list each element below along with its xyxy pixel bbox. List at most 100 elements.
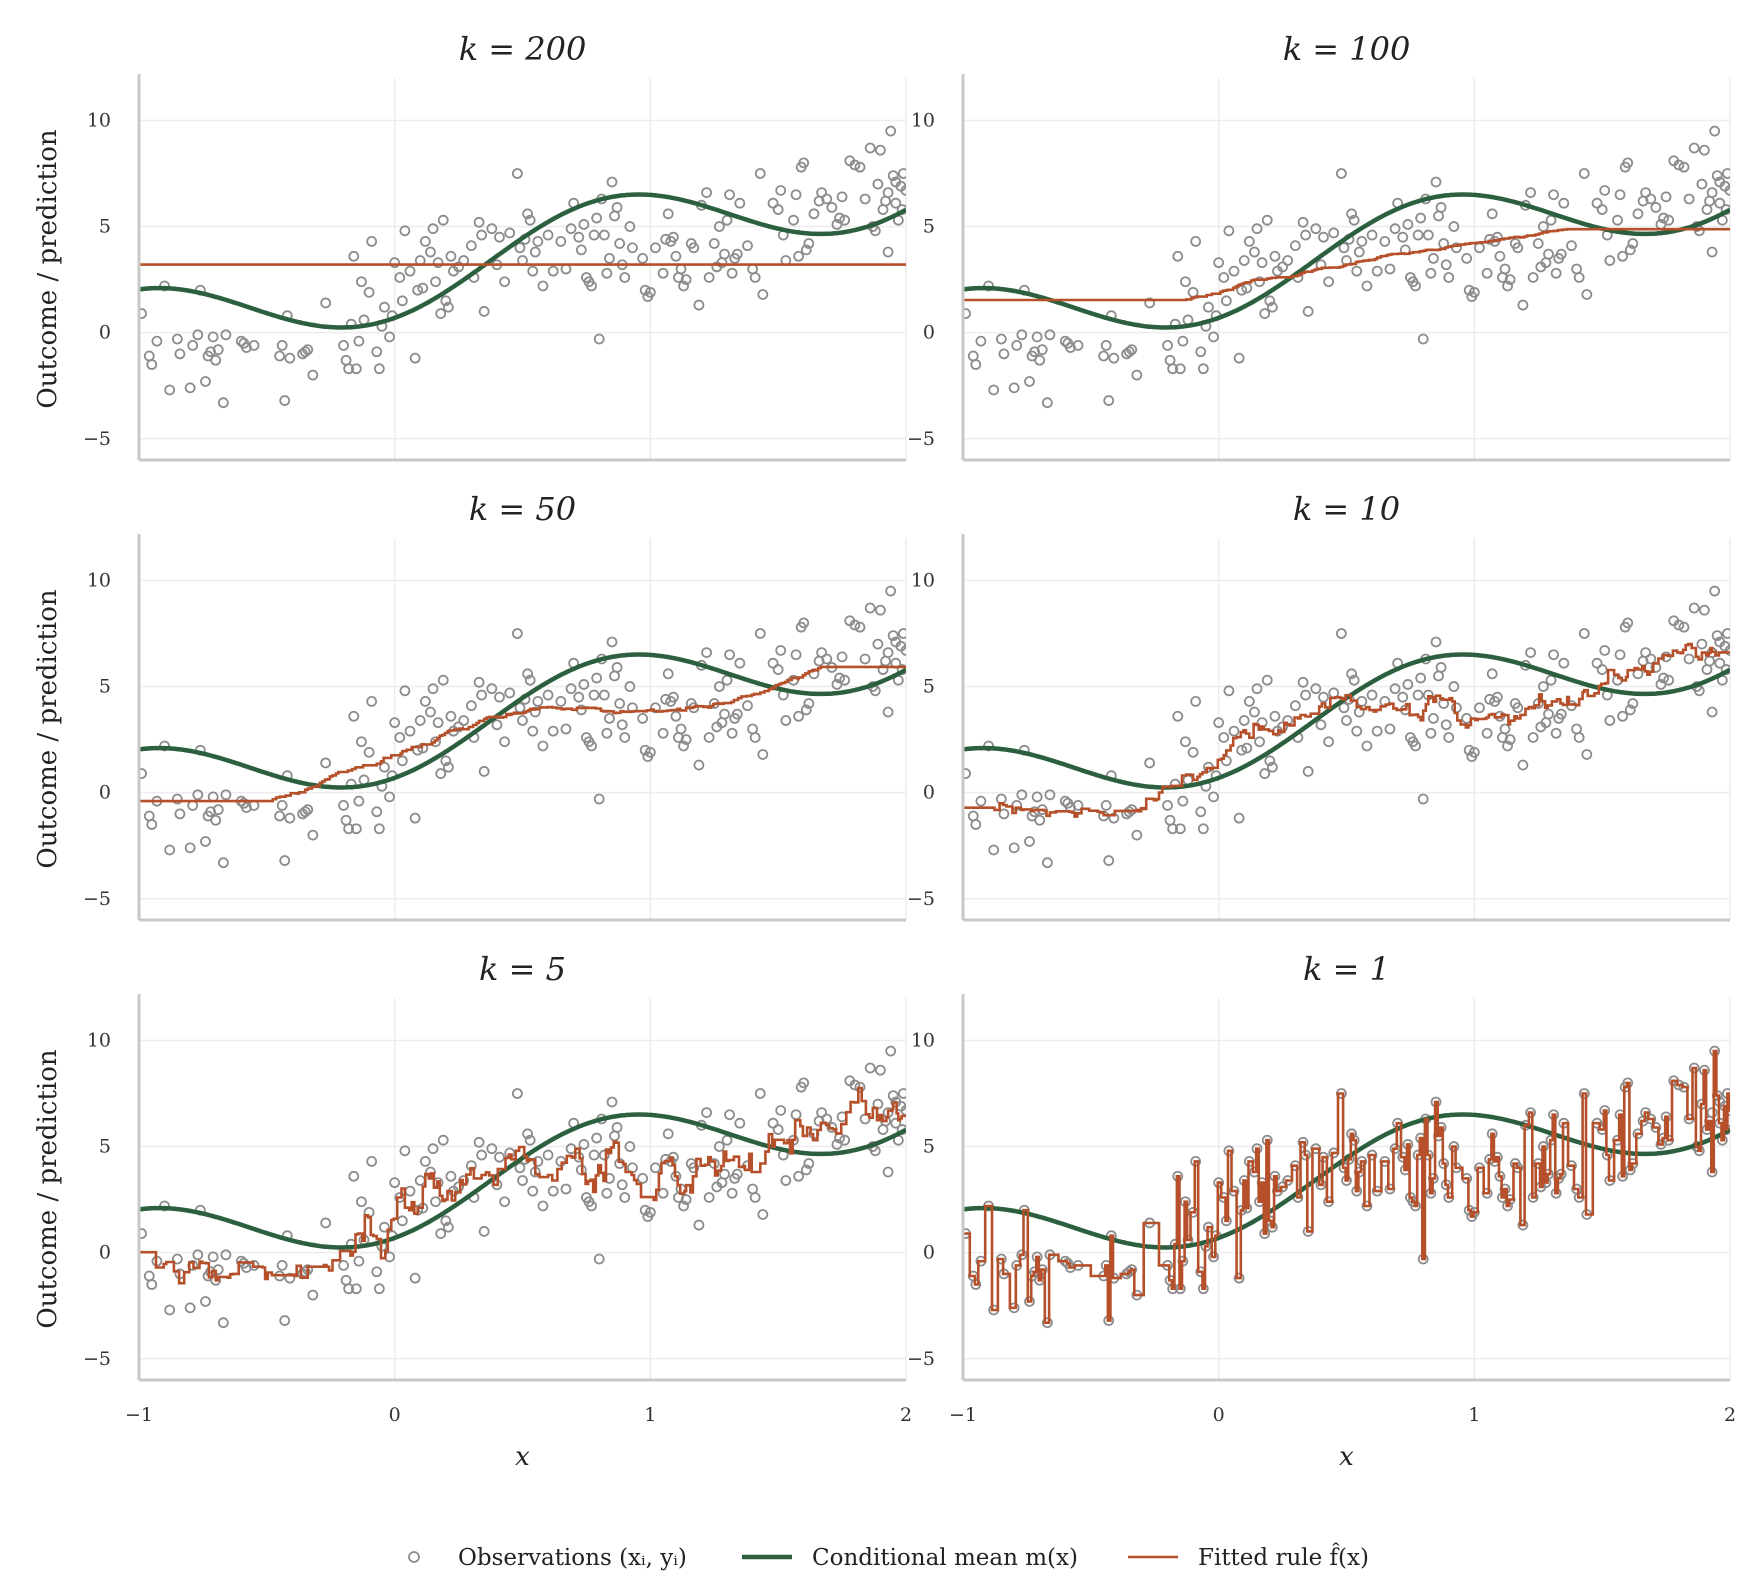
observation-point [1024,376,1035,387]
fitted-rule-line [139,665,906,803]
observation-point [719,708,730,720]
observation-point [1640,647,1652,658]
observation-point [757,749,769,760]
observation-point [522,668,534,680]
observation-point [1673,159,1685,171]
observation-point [192,329,204,341]
panel-k-5: −5 0 5 10 −1 0 1 2 x Outcome / prediction k = 5 [33,950,912,1472]
observation-point [394,732,406,743]
observation-point [511,168,523,179]
observation-point [1673,619,1685,631]
observation-point [1481,727,1493,739]
observation-point [1353,246,1365,258]
observation-point [573,691,585,703]
observation-point [639,744,651,756]
observation-point [1218,272,1230,283]
observation-point [616,1179,628,1191]
observation-point [713,221,725,232]
observation-point [800,1164,812,1176]
observation-point [593,1253,605,1265]
observation-point [1706,706,1718,718]
observation-point [882,187,894,199]
observation-point [1678,161,1690,173]
observation-point [1233,352,1245,364]
observation-point [713,681,725,692]
observation-point [826,202,838,213]
observation-point [1591,197,1603,209]
legend-mean-label: Conditional mean m(x) [812,1545,1078,1571]
observation-point [703,272,715,283]
observation-point [644,1206,656,1218]
observation-point [593,333,605,345]
observation-point [1338,702,1350,714]
observation-point [887,170,899,182]
observation-point [1366,229,1378,241]
observation-point [1443,732,1455,743]
observation-point [1341,715,1352,726]
observation-point [1558,657,1570,669]
observation-point [419,696,431,707]
observation-point [624,221,636,232]
observation-point [1463,284,1475,296]
observation-point [307,829,319,841]
legend-fitted-label: Fitted rule f̂(x) [1198,1544,1369,1571]
observation-point [504,687,516,699]
observation-point [1617,710,1629,722]
observation-point [775,185,787,196]
observation-point [171,1253,183,1265]
observation-point [1167,363,1179,375]
observation-point [338,339,349,351]
observation-point [1126,1264,1138,1276]
observation-point [353,1255,365,1267]
observation-point [1389,683,1401,695]
observation-point [1195,346,1207,358]
observation-point [164,1304,176,1316]
observation-point [1289,700,1301,712]
observation-point [680,274,692,286]
observation-point [1402,679,1414,690]
observation-point [731,708,743,720]
observation-point [529,246,541,258]
observation-point [1259,308,1271,319]
observation-point [601,1187,613,1199]
observation-point [419,236,431,247]
observation-point [798,1077,810,1089]
observation-point [522,1128,534,1140]
fitted-rule-line [963,642,1730,818]
panel-title: k = 200 [459,30,587,68]
observation-point [701,1107,712,1118]
observation-point [1645,1113,1657,1125]
observation-point [1031,331,1043,343]
observation-point [726,267,738,279]
observation-point [217,397,229,409]
observation-point [1251,223,1263,235]
observation-point [898,628,906,639]
conditional-mean-line [963,1112,1730,1250]
observation-point [849,159,861,171]
observation-point [200,836,211,847]
observation-point [1249,706,1260,718]
observation-point [1172,250,1184,262]
observation-point [767,1117,779,1129]
observation-point [754,168,766,179]
observation-point [1180,736,1191,748]
observation-point [754,1088,766,1099]
observation-point [220,1249,232,1261]
observation-point [399,685,411,697]
observation-point [1016,1249,1028,1261]
observation-point [854,161,866,173]
plot-area [139,1045,906,1329]
y-tick-label: −5 [83,888,111,910]
observation-point [667,231,679,243]
observation-point [624,1141,636,1152]
observation-point [1663,214,1675,226]
observation-point [1415,672,1427,684]
plot-area [963,585,1730,869]
observation-point [363,746,375,758]
observation-point [1499,263,1511,275]
observation-point [389,1177,401,1189]
y-tick-label: 5 [99,676,111,698]
observation-point [366,1156,378,1167]
y-axis-label: Outcome / prediction [33,1049,63,1328]
observation-point [864,142,876,154]
